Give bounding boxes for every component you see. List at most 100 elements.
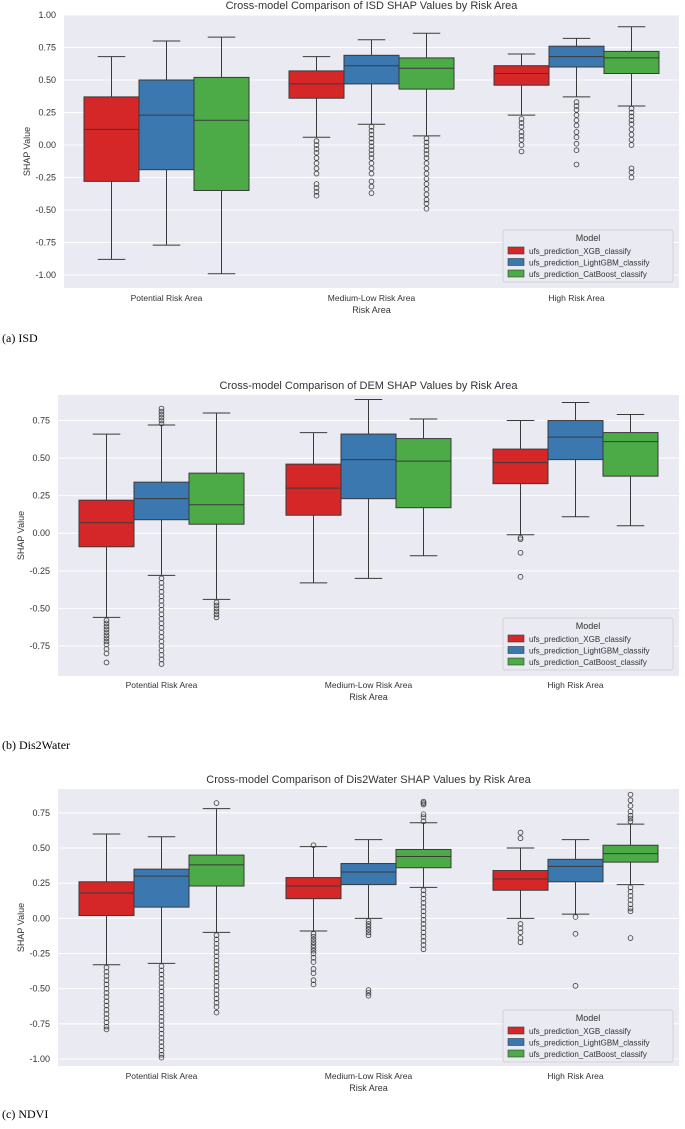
chart-0-catboost-high-outlier xyxy=(628,117,635,124)
chart-2-catboost-high-outlier xyxy=(627,935,634,941)
chart-2-lightgbm-high-outlier xyxy=(572,931,579,937)
chart-0-lightgbm-medium-low-outlier xyxy=(368,124,375,130)
chart-0-legend-title: Model xyxy=(576,233,601,243)
chart-0-xgb-high-outlier xyxy=(518,116,525,122)
chart-2-lightgbm-potential-outlier xyxy=(158,1018,165,1024)
chart-0-xgb-medium-low-outlier xyxy=(313,181,320,187)
chart-0-catboost-high-outlier xyxy=(628,105,635,112)
chart-2-lightgbm-potential-outlier xyxy=(158,963,165,969)
dem-chart: -0.75 -0.50 -0.25 0.00 0.25 0.50 0.75 Cross-mod… xyxy=(16,380,679,702)
chart-0-legend-swatch-xgb xyxy=(507,246,525,255)
chart-0-catboost-high-outlier xyxy=(628,174,635,181)
chart-2-lightgbm-potential-outlier xyxy=(158,1022,165,1029)
chart-2-legend-label-xgb: ufs_prediction_XGB_classify xyxy=(529,1027,631,1036)
chart-2-catboost-potential-outlier xyxy=(213,957,220,964)
chart-2-ytick-label: 0.50 xyxy=(32,843,50,853)
chart-1-catboost-potential-outlier xyxy=(213,605,220,612)
chart-1-legend: Model ufs_prediction_XGB_classify ufs_pred… xyxy=(502,617,674,671)
chart-1-legend-label-xgb: ufs_prediction_XGB_classify xyxy=(529,635,631,644)
chart-0-legend-frame xyxy=(502,229,674,283)
chart-2-xlabel: Risk Area xyxy=(349,1083,388,1093)
chart-2-xgb-potential-outlier xyxy=(103,964,110,971)
chart-0-catboost-potential-box xyxy=(193,36,250,275)
chart-2-catboost-medium-low-outlier xyxy=(420,904,427,910)
chart-1-xgb-medium-low-iqr xyxy=(285,463,342,516)
chart-2-xgb-potential-outlier xyxy=(103,990,110,996)
chart-2-catboost-potential-outlier xyxy=(213,987,220,993)
chart-0-ytick-label: 0.25 xyxy=(38,108,56,118)
chart-2-catboost-potential-outlier xyxy=(213,945,220,951)
chart-2-catboost-potential-outlier xyxy=(213,949,220,955)
chart-2-ytick-label: 0.75 xyxy=(32,808,50,818)
dem-chart-panel: -0.75 -0.50 -0.25 0.00 0.25 0.50 0.75 Cross-mod… xyxy=(0,378,685,758)
chart-0-xgb-high-outlier xyxy=(518,148,525,155)
chart-1-lightgbm-potential-outlier xyxy=(158,405,165,412)
chart-2-xgb-medium-low-outlier xyxy=(310,981,317,988)
chart-0-ytick-label: 0.50 xyxy=(38,75,56,85)
chart-0-lightgbm-high-outlier xyxy=(573,99,580,105)
chart-2-xgb-high-outlier xyxy=(517,829,524,836)
chart-1-lightgbm-potential-box xyxy=(133,405,190,667)
dis2water-chart-panel: -1.00 -0.75 -0.50 -0.25 0.00 0.25 0.50 0.75 Cros… xyxy=(0,770,685,1129)
chart-2-lightgbm-medium-low-outlier xyxy=(365,918,372,924)
chart-2-catboost-potential-outlier xyxy=(213,995,220,1002)
chart-2-catboost-potential-outlier xyxy=(213,974,220,981)
chart-2-xtick-label: High Risk Area xyxy=(547,1071,603,1081)
chart-2-catboost-high-outlier xyxy=(627,812,634,819)
chart-2-catboost-potential-outlier xyxy=(213,1004,220,1010)
chart-2-xgb-potential-outlier xyxy=(103,1006,110,1013)
chart-2-xgb-high-outlier xyxy=(517,925,524,932)
chart-2-legend-frame xyxy=(502,1009,674,1063)
chart-0-catboost-medium-low-outlier xyxy=(423,135,430,142)
chart-2-xgb-medium-low-outlier xyxy=(310,977,317,984)
chart-2-catboost-medium-low-outlier xyxy=(420,818,427,825)
chart-2-lightgbm-medium-low-outlier xyxy=(365,923,372,930)
chart-2-legend-title: Model xyxy=(576,1013,601,1023)
chart-2-catboost-high-outlier xyxy=(627,797,634,804)
chart-2-catboost-high-outlier xyxy=(627,818,634,825)
chart-0-catboost-high-iqr xyxy=(603,50,660,75)
chart-2-xgb-medium-low-outlier xyxy=(310,954,317,961)
chart-0-catboost-potential-iqr xyxy=(193,76,250,191)
chart-2-catboost-high-outlier xyxy=(627,893,634,899)
chart-0-ytick-label: -1.00 xyxy=(35,270,56,280)
chart-1-lightgbm-potential-iqr xyxy=(133,481,190,521)
chart-2-catboost-medium-low-outlier xyxy=(420,811,427,818)
chart-1-xgb-high-box xyxy=(492,420,549,580)
chart-1-ytick-label: 0.00 xyxy=(32,528,50,538)
isd-chart-panel: -1.00 -0.75 -0.50 -0.25 0.00 0.25 0.50 0.75 1.00… xyxy=(0,0,685,345)
chart-0-catboost-high-outlier xyxy=(628,109,635,116)
chart-2-lightgbm-potential-outlier xyxy=(158,992,165,999)
chart-0-lightgbm-high-outlier xyxy=(573,122,580,129)
chart-2-lightgbm-potential-outlier xyxy=(158,1001,165,1007)
chart-2-xgb-potential-outlier xyxy=(103,977,110,984)
chart-2-xgb-medium-low-outlier xyxy=(310,942,317,948)
chart-2-catboost-potential-outlier xyxy=(213,991,220,998)
chart-0-xgb-medium-low-outlier xyxy=(313,138,320,144)
chart-0-legend: Model ufs_prediction_XGB_classify ufs_pred… xyxy=(502,229,674,283)
chart-2-catboost-potential-box xyxy=(188,800,245,1016)
chart-0-lightgbm-medium-low-outlier xyxy=(368,190,375,196)
chart-1-legend-frame xyxy=(502,617,674,671)
chart-2-ylabel: SHAP Value xyxy=(16,903,26,952)
chart-2-lightgbm-medium-low-outlier xyxy=(365,932,372,939)
chart-0-legend-swatch-catboost xyxy=(507,269,525,278)
chart-2-catboost-potential-outlier xyxy=(213,999,220,1006)
chart-2-ytick-label: 0.00 xyxy=(32,913,50,923)
chart-1-legend-title: Model xyxy=(576,621,601,631)
chart-0-catboost-medium-low-iqr xyxy=(398,57,455,90)
chart-1-legend-label-lightgbm: ufs_prediction_LightGBM_classify xyxy=(529,647,650,656)
chart-2-catboost-potential-outlier xyxy=(213,936,220,943)
chart-0-xgb-medium-low-outlier xyxy=(313,192,320,199)
chart-2-xgb-potential-outlier xyxy=(103,1023,110,1030)
chart-0-xgb-medium-low-outlier xyxy=(313,165,320,172)
chart-0-lightgbm-medium-low-outlier xyxy=(368,127,375,134)
chart-2-lightgbm-potential-outlier xyxy=(158,980,165,986)
chart-2-lightgbm-medium-low-outlier xyxy=(365,929,372,936)
chart-0-catboost-high-outlier xyxy=(628,142,635,148)
chart-0-catboost-medium-low-outlier xyxy=(423,143,430,150)
chart-0-xgb-medium-low-outlier xyxy=(313,146,320,152)
chart-2-lightgbm-potential-outlier xyxy=(158,1039,165,1045)
chart-2-legend-label-lightgbm: ufs_prediction_LightGBM_classify xyxy=(529,1039,650,1048)
chart-2-xgb-potential-outlier xyxy=(103,1015,110,1021)
